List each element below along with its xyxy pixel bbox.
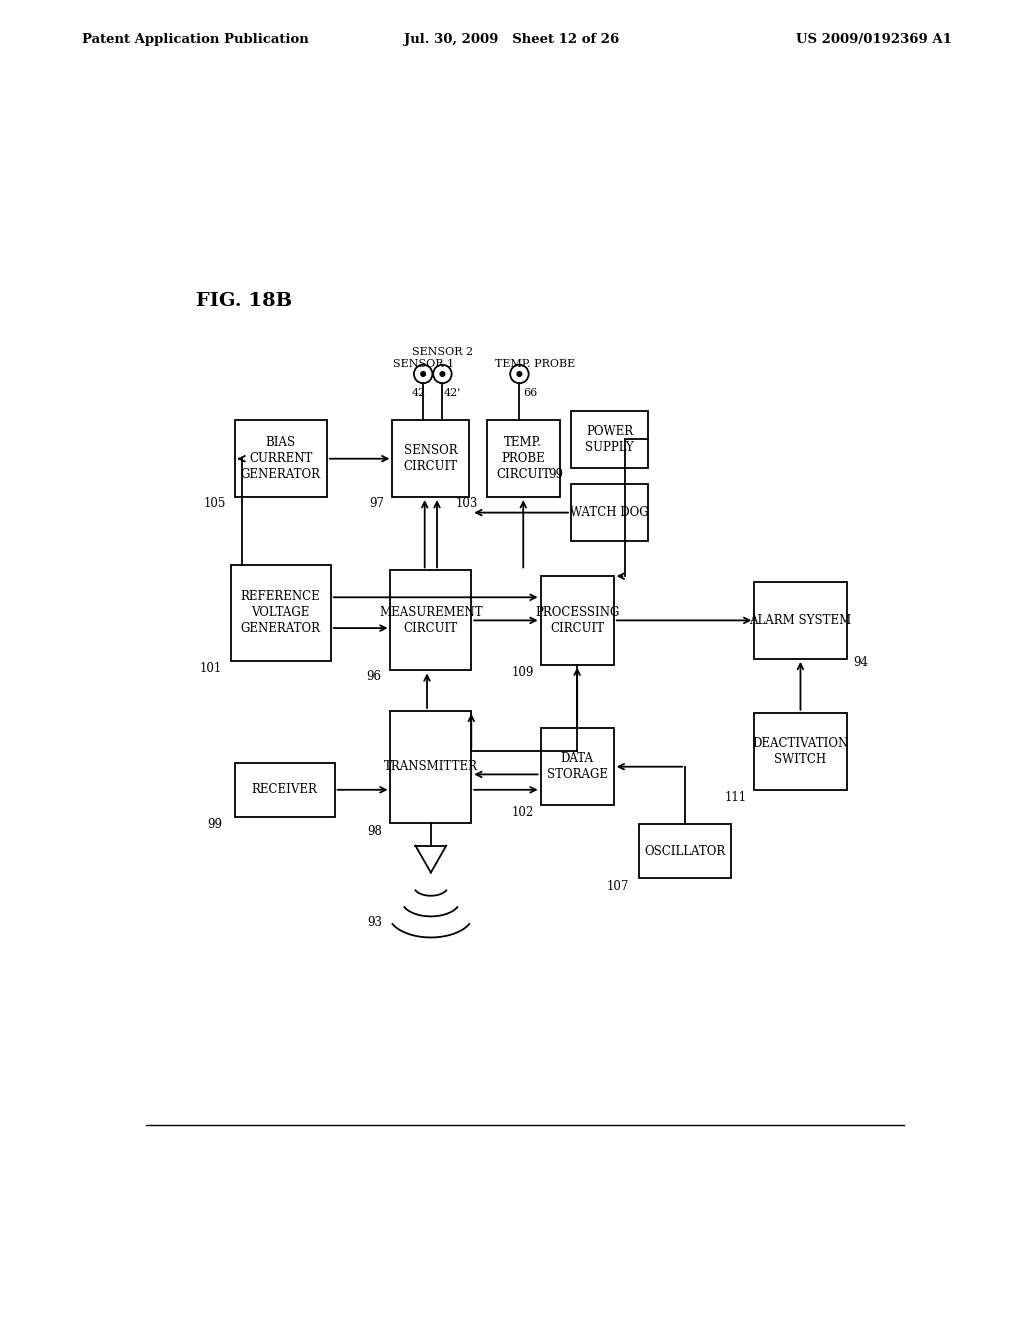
Text: RECEIVER: RECEIVER xyxy=(252,783,317,796)
Text: SENSOR
CIRCUIT: SENSOR CIRCUIT xyxy=(403,445,458,473)
Bar xyxy=(230,565,331,661)
Text: DEACTIVATION
SWITCH: DEACTIVATION SWITCH xyxy=(753,737,849,766)
Text: FIG. 18B: FIG. 18B xyxy=(196,292,292,310)
Text: 101: 101 xyxy=(200,663,222,675)
Text: REFERENCE
VOLTAGE
GENERATOR: REFERENCE VOLTAGE GENERATOR xyxy=(241,590,321,635)
Bar xyxy=(486,420,560,498)
Text: Jul. 30, 2009   Sheet 12 of 26: Jul. 30, 2009 Sheet 12 of 26 xyxy=(404,33,620,46)
Text: Patent Application Publication: Patent Application Publication xyxy=(82,33,308,46)
Bar xyxy=(755,713,847,789)
Bar xyxy=(755,582,847,659)
Bar xyxy=(234,763,335,817)
Bar xyxy=(390,570,471,671)
Text: WATCH DOG: WATCH DOG xyxy=(570,506,649,519)
Text: POWER
SUPPLY: POWER SUPPLY xyxy=(585,425,634,454)
Text: 99: 99 xyxy=(208,818,222,832)
Text: MEASUREMENT
CIRCUIT: MEASUREMENT CIRCUIT xyxy=(379,606,482,635)
Circle shape xyxy=(517,372,521,376)
Text: OSCILLATOR: OSCILLATOR xyxy=(644,845,726,858)
Text: 102: 102 xyxy=(511,807,534,820)
Text: 97: 97 xyxy=(370,496,384,510)
Bar xyxy=(639,825,731,878)
Bar xyxy=(541,576,613,665)
Text: 96: 96 xyxy=(366,671,381,684)
Bar xyxy=(541,729,613,805)
Text: ALARM SYSTEM: ALARM SYSTEM xyxy=(750,614,852,627)
Text: SENSOR 2: SENSOR 2 xyxy=(412,347,473,356)
Text: 111: 111 xyxy=(725,791,748,804)
Text: 42': 42' xyxy=(444,388,462,399)
Text: SENSOR 1: SENSOR 1 xyxy=(392,359,454,368)
Circle shape xyxy=(440,372,444,376)
Bar xyxy=(392,420,469,498)
Text: TRANSMITTER: TRANSMITTER xyxy=(384,760,478,774)
Text: BIAS
CURRENT
GENERATOR: BIAS CURRENT GENERATOR xyxy=(241,436,321,482)
Text: PROCESSING
CIRCUIT: PROCESSING CIRCUIT xyxy=(535,606,620,635)
Text: DATA
STORAGE: DATA STORAGE xyxy=(547,752,607,781)
Text: 109: 109 xyxy=(511,665,534,678)
Bar xyxy=(571,483,648,541)
Text: TEMP. PROBE: TEMP. PROBE xyxy=(495,359,574,368)
Bar xyxy=(234,420,327,498)
Text: 103: 103 xyxy=(456,496,478,510)
Text: TEMP.
PROBE
CIRCUIT: TEMP. PROBE CIRCUIT xyxy=(497,436,550,482)
Circle shape xyxy=(421,372,425,376)
Text: US 2009/0192369 A1: US 2009/0192369 A1 xyxy=(797,33,952,46)
Text: 93: 93 xyxy=(368,916,382,929)
Text: 107: 107 xyxy=(606,879,629,892)
Bar xyxy=(571,411,648,469)
Text: 99: 99 xyxy=(548,469,563,480)
Text: 66: 66 xyxy=(523,388,538,399)
Text: 94: 94 xyxy=(853,656,867,669)
Bar xyxy=(390,711,471,822)
Text: 105: 105 xyxy=(204,496,226,510)
Text: 98: 98 xyxy=(368,825,382,838)
Text: 42: 42 xyxy=(413,388,426,399)
